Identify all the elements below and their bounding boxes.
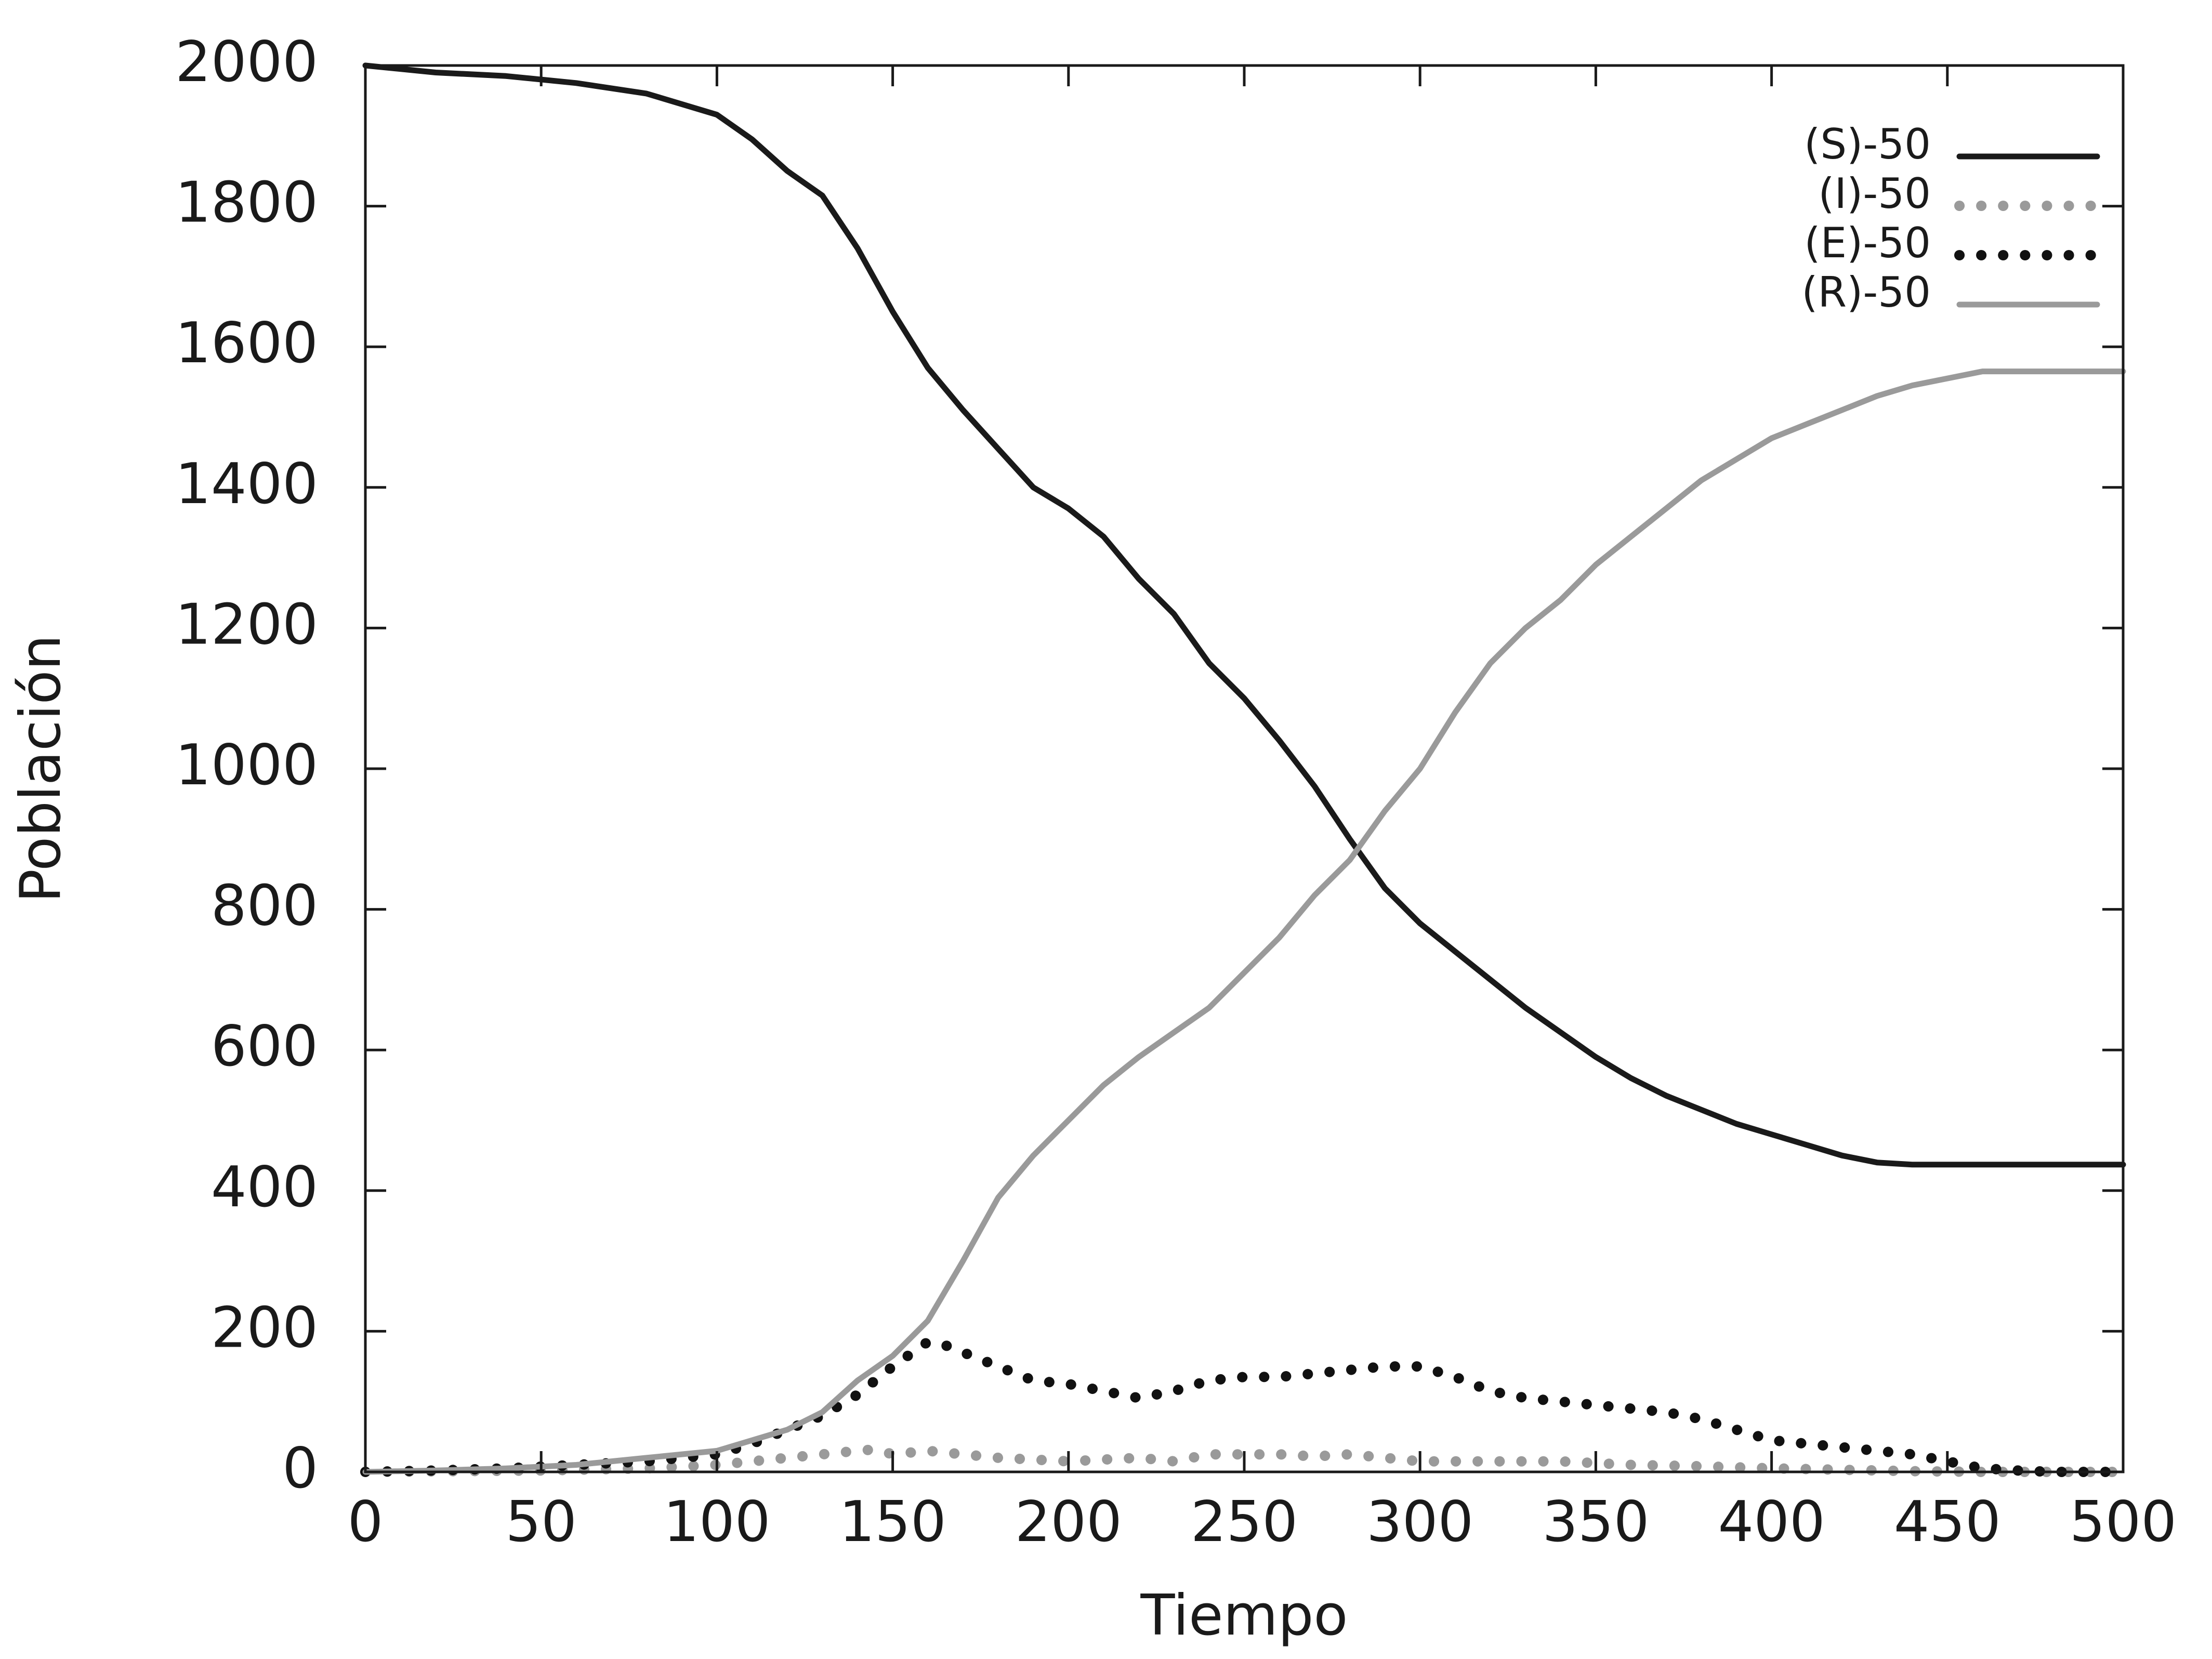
x-axis-label: Tiempo xyxy=(1140,1583,1348,1648)
series-line-(S)-50 xyxy=(362,62,2126,1168)
y-tick-label: 800 xyxy=(211,874,318,939)
y-tick-label: 0 xyxy=(282,1436,318,1501)
x-tick-label: 200 xyxy=(1015,1490,1122,1555)
y-axis-label: Población xyxy=(8,635,73,903)
legend-label: (S)-50 xyxy=(1804,120,1931,168)
y-tick-label: 1200 xyxy=(175,592,318,657)
legend-label: (I)-50 xyxy=(1818,169,1931,218)
y-tick-label: 400 xyxy=(211,1155,318,1220)
series-line-(R)-50 xyxy=(362,368,2126,1475)
x-tick-label: 350 xyxy=(1542,1490,1649,1555)
legend: (S)-50(I)-50(E)-50(R)-50 xyxy=(1801,120,2102,317)
y-tick-label: 1400 xyxy=(175,452,318,517)
series-line-(I)-50 xyxy=(360,1444,2128,1477)
y-tick-label: 1600 xyxy=(175,311,318,376)
y-tick-label: 200 xyxy=(211,1295,318,1360)
legend-label: (R)-50 xyxy=(1801,268,1931,317)
legend-label: (E)-50 xyxy=(1804,219,1931,267)
x-tick-label: 400 xyxy=(1718,1490,1825,1555)
y-tick-label: 1800 xyxy=(175,170,318,235)
x-tick-label: 450 xyxy=(1894,1490,2001,1555)
x-tick-label: 300 xyxy=(1366,1490,1473,1555)
series-layer xyxy=(360,62,2128,1477)
x-tick-label: 150 xyxy=(839,1490,946,1555)
x-tick-label: 100 xyxy=(663,1490,770,1555)
x-tick-label: 0 xyxy=(348,1490,384,1555)
y-tick-label: 1000 xyxy=(175,733,318,798)
x-tick-label: 250 xyxy=(1191,1490,1298,1555)
y-tick-label: 2000 xyxy=(175,30,318,95)
x-tick-label: 50 xyxy=(505,1490,576,1555)
y-tick-label: 600 xyxy=(211,1014,318,1079)
ticks-layer: 0 50 100 150 200 250 300 350 400 450 500 0 200 400 600… xyxy=(175,30,2177,1555)
x-tick-label: 500 xyxy=(2070,1490,2177,1555)
